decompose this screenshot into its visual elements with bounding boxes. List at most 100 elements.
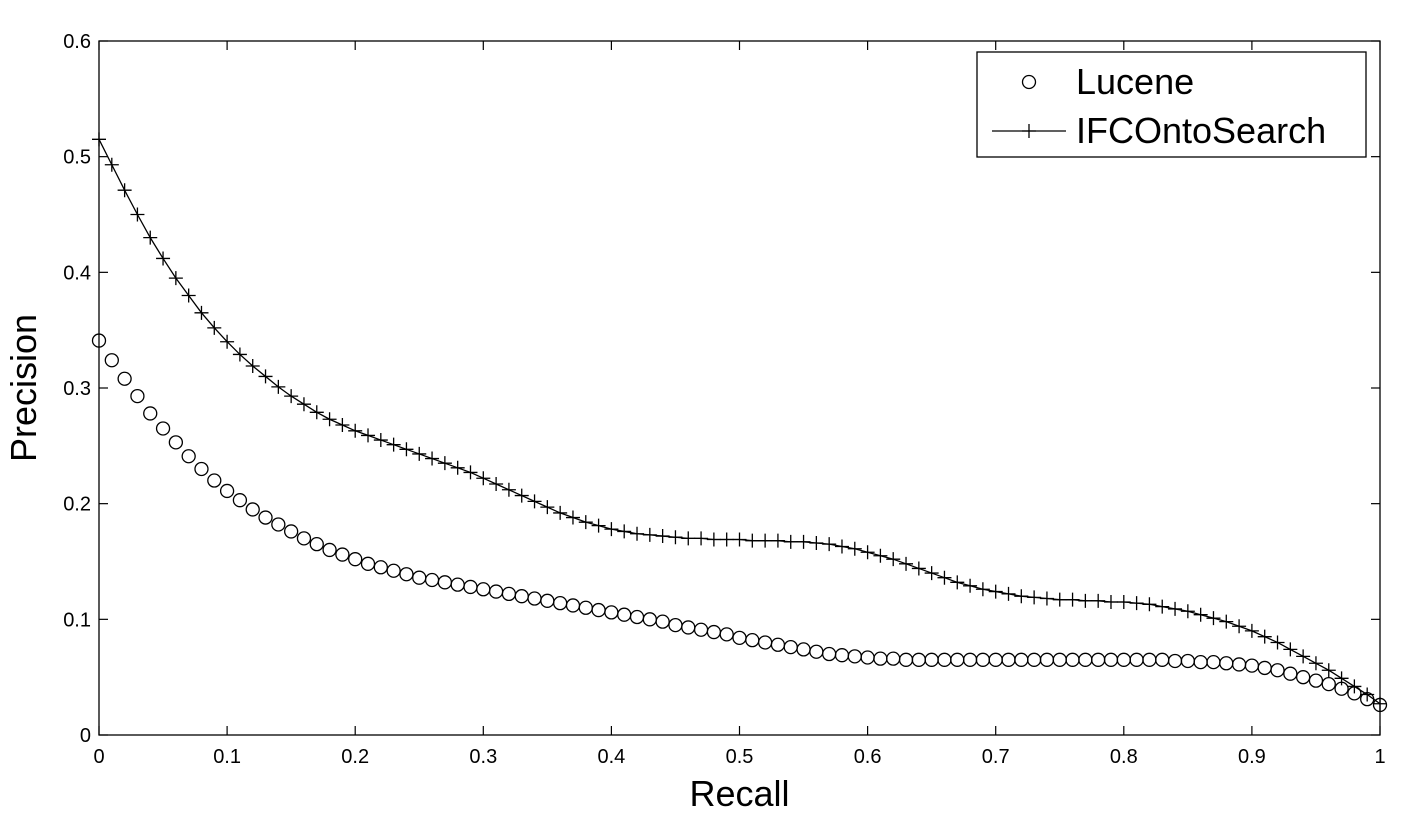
data-point (271, 379, 286, 394)
data-point (1065, 652, 1080, 667)
data-point (1360, 687, 1375, 702)
data-point (668, 617, 683, 633)
data-point (950, 575, 965, 590)
data-point (757, 635, 773, 650)
data-point (1129, 652, 1144, 667)
data-point (1014, 589, 1029, 604)
data-point (373, 560, 388, 575)
data-point (1103, 594, 1118, 609)
data-point (834, 648, 850, 663)
data-point (476, 582, 491, 597)
data-point (988, 652, 1003, 667)
series-layer (91, 132, 1388, 713)
data-point (578, 600, 593, 615)
data-point (886, 651, 901, 666)
data-point (181, 288, 196, 303)
data-point (514, 589, 529, 604)
data-point (809, 535, 824, 550)
data-point (1321, 676, 1336, 692)
data-point (873, 548, 888, 563)
data-point (604, 522, 619, 537)
data-point (770, 533, 785, 548)
data-point (104, 157, 119, 172)
data-point (271, 517, 286, 532)
data-point (719, 532, 734, 547)
data-point (565, 598, 581, 613)
data-point (450, 460, 465, 475)
data-point (1091, 593, 1106, 608)
data-point (1219, 656, 1234, 671)
data-point (412, 570, 427, 585)
data-point (501, 586, 517, 602)
data-point (655, 614, 670, 629)
x-tick-label: 0.1 (213, 746, 241, 768)
series-line (98, 139, 1381, 705)
data-point (1103, 652, 1119, 667)
data-point (1039, 652, 1055, 667)
data-point (540, 593, 555, 608)
y-tick-label: 0.3 (63, 378, 91, 400)
data-point (1283, 642, 1298, 657)
data-point (219, 483, 235, 499)
data-point (1232, 619, 1247, 634)
data-point (732, 630, 747, 645)
data-point (1168, 601, 1183, 616)
data-point (232, 347, 247, 362)
x-tick-label: 0 (93, 746, 104, 768)
data-point (1347, 679, 1362, 694)
data-point (220, 334, 235, 349)
legend-marker (1022, 124, 1036, 138)
data-point (232, 493, 248, 508)
legend-label: IFCOntoSearch (1076, 110, 1326, 151)
data-point (642, 527, 657, 542)
data-point (514, 488, 529, 503)
x-axis-title: Recall (689, 773, 789, 814)
data-point (898, 652, 914, 667)
data-point (258, 510, 273, 525)
x-tick-label: 0.9 (1238, 746, 1266, 768)
x-tick-label: 0.2 (341, 746, 369, 768)
data-point (296, 531, 312, 546)
data-point (424, 572, 440, 588)
data-point (591, 518, 606, 533)
data-point (975, 582, 990, 597)
data-point (1116, 652, 1131, 667)
data-point (706, 532, 721, 547)
data-point (1270, 663, 1285, 678)
data-point (809, 644, 824, 659)
data-point (693, 622, 709, 637)
data-point (373, 433, 388, 448)
data-point (1116, 594, 1131, 609)
data-point (117, 371, 132, 386)
legend-box (976, 51, 1367, 158)
data-point (1321, 663, 1336, 678)
data-point (1270, 635, 1285, 650)
data-point (1001, 652, 1016, 667)
data-point (681, 531, 696, 546)
legend-marker (1021, 74, 1037, 90)
y-axis-ticks: 0 0.1 0.2 0.3 0.4 0.5 0.6 (63, 31, 1380, 747)
data-point (655, 529, 670, 544)
legend: Lucene IFCOntoSearch (976, 51, 1367, 158)
data-point (501, 482, 516, 497)
data-point (360, 556, 376, 571)
data-point (988, 584, 1003, 599)
data-point (488, 584, 504, 599)
data-point (924, 652, 939, 667)
data-point (348, 423, 363, 438)
data-point (412, 446, 427, 461)
data-point (1308, 656, 1323, 671)
legend-label: Lucene (1076, 61, 1194, 102)
data-point (322, 542, 337, 558)
data-point (950, 652, 965, 667)
data-point (1244, 623, 1259, 638)
data-point (283, 524, 299, 539)
data-point (822, 646, 837, 662)
data-point (309, 405, 324, 420)
series-lucene (91, 333, 1388, 713)
y-tick-label: 0.5 (63, 147, 91, 169)
data-point (937, 570, 952, 585)
data-point (1142, 597, 1157, 612)
data-point (450, 577, 465, 592)
data-point (1155, 599, 1170, 614)
